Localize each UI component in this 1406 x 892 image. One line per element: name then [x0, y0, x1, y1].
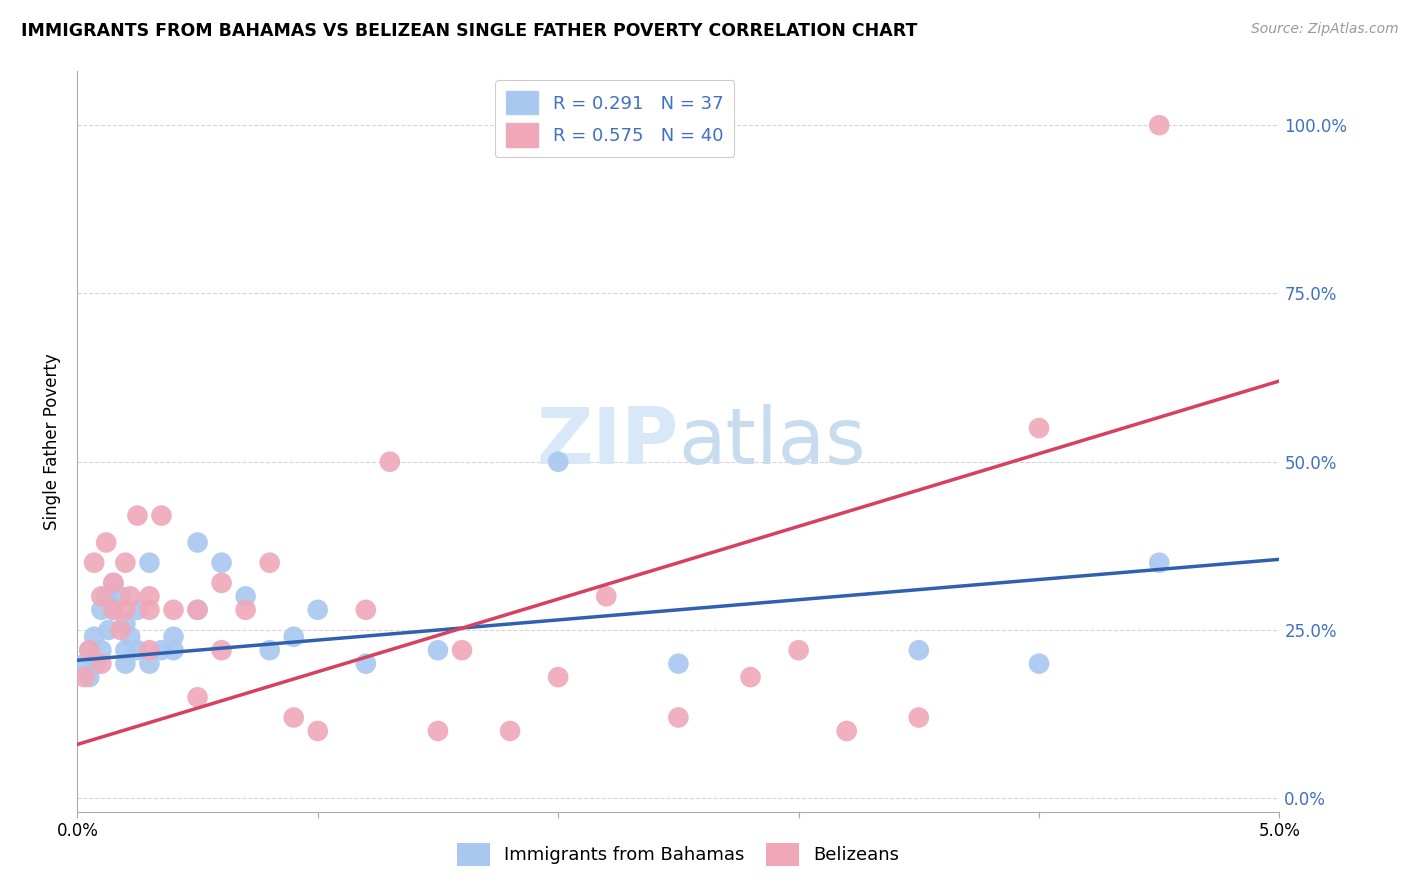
Point: [97, 623, 120, 637]
Point: [162, 643, 184, 657]
Point: [114, 616, 136, 631]
Point: [83, 556, 105, 570]
Point: [787, 643, 810, 657]
Point: [127, 508, 149, 523]
Point: [90, 657, 112, 671]
Point: [187, 603, 209, 617]
Point: [451, 643, 474, 657]
Point: [235, 603, 257, 617]
Point: [354, 603, 377, 617]
Text: ZIP: ZIP: [536, 403, 679, 480]
Point: [114, 643, 136, 657]
Point: [908, 710, 931, 724]
Point: [96, 590, 118, 604]
Point: [1028, 657, 1050, 671]
Point: [114, 603, 136, 617]
Point: [90, 643, 112, 657]
Point: [427, 643, 450, 657]
Point: [211, 556, 233, 570]
Point: [668, 657, 690, 671]
Point: [259, 556, 281, 570]
Point: [283, 630, 305, 644]
Point: [740, 670, 762, 684]
Point: [235, 590, 257, 604]
Point: [83, 630, 105, 644]
Point: [103, 575, 125, 590]
Point: [103, 603, 125, 617]
Point: [138, 643, 160, 657]
Point: [138, 556, 160, 570]
Point: [127, 643, 149, 657]
Point: [79, 643, 101, 657]
Point: [307, 723, 329, 738]
Point: [120, 590, 142, 604]
Point: [79, 643, 101, 657]
Legend: Immigrants from Bahamas, Belizeans: Immigrants from Bahamas, Belizeans: [450, 836, 907, 873]
Point: [110, 623, 132, 637]
Point: [73, 657, 96, 671]
Point: [835, 723, 858, 738]
Point: [547, 670, 569, 684]
Point: [354, 657, 377, 671]
Point: [120, 630, 142, 644]
Point: [103, 603, 125, 617]
Point: [499, 723, 522, 738]
Point: [259, 643, 281, 657]
Point: [138, 590, 160, 604]
Point: [162, 603, 184, 617]
Point: [211, 643, 233, 657]
Point: [1149, 118, 1171, 132]
Text: Source: ZipAtlas.com: Source: ZipAtlas.com: [1251, 22, 1399, 37]
Point: [110, 590, 132, 604]
Text: IMMIGRANTS FROM BAHAMAS VS BELIZEAN SINGLE FATHER POVERTY CORRELATION CHART: IMMIGRANTS FROM BAHAMAS VS BELIZEAN SING…: [21, 22, 918, 40]
Point: [138, 603, 160, 617]
Point: [908, 643, 931, 657]
Point: [90, 590, 112, 604]
Point: [307, 603, 329, 617]
Point: [79, 670, 101, 684]
Point: [138, 657, 160, 671]
Point: [187, 535, 209, 549]
Point: [187, 603, 209, 617]
Point: [150, 508, 173, 523]
Point: [114, 556, 136, 570]
Point: [1028, 421, 1050, 435]
Point: [96, 535, 118, 549]
Point: [283, 710, 305, 724]
Point: [187, 690, 209, 705]
Point: [86, 657, 108, 671]
Point: [211, 575, 233, 590]
Point: [127, 603, 149, 617]
Point: [150, 643, 173, 657]
Y-axis label: Single Father Poverty: Single Father Poverty: [44, 353, 62, 530]
Point: [114, 657, 136, 671]
Point: [668, 710, 690, 724]
Point: [103, 575, 125, 590]
Point: [90, 603, 112, 617]
Point: [547, 455, 569, 469]
Point: [378, 455, 401, 469]
Point: [73, 670, 96, 684]
Point: [162, 630, 184, 644]
Point: [427, 723, 450, 738]
Point: [595, 590, 617, 604]
Text: atlas: atlas: [679, 403, 866, 480]
Point: [1149, 556, 1171, 570]
